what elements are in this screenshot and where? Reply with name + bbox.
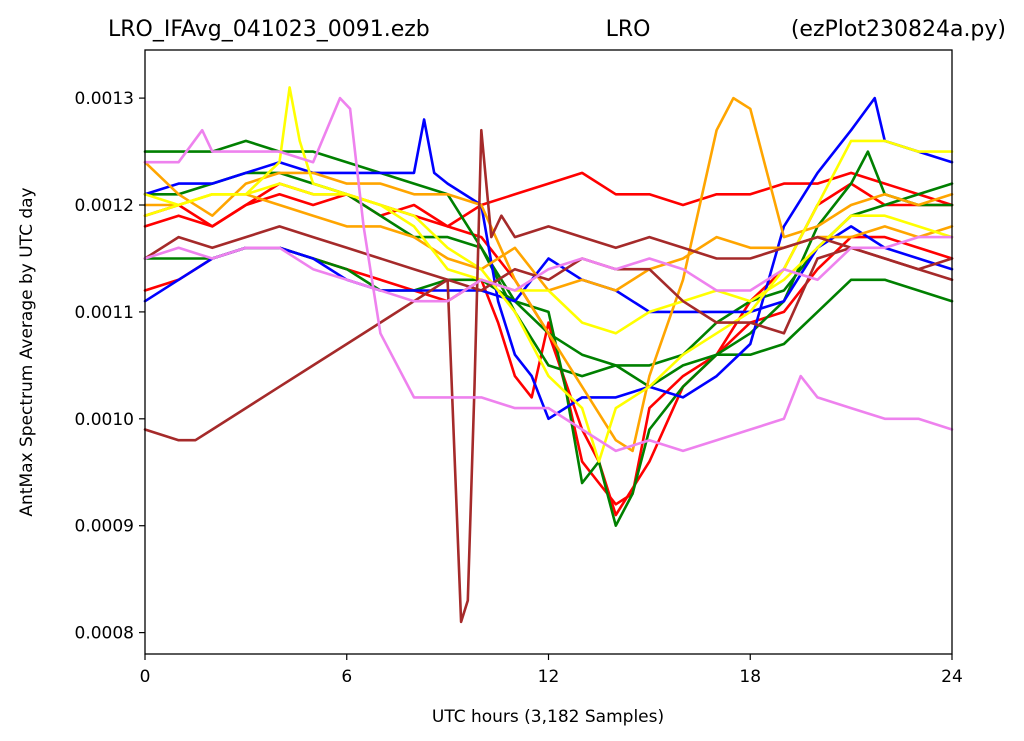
series-layer (143, 86, 954, 624)
x-tick-label: 18 (739, 667, 761, 687)
series-line-14 (143, 225, 954, 335)
series-line-15 (143, 96, 954, 453)
x-tick-label: 0 (140, 667, 151, 687)
y-tick-label: 0.0012 (75, 196, 134, 216)
series-line-12 (143, 182, 954, 335)
x-tick-label: 6 (341, 667, 352, 687)
series-line-1 (143, 235, 954, 506)
x-tick-label: 12 (538, 667, 560, 687)
y-tick-label: 0.0009 (75, 517, 134, 537)
y-tick-label: 0.0008 (75, 624, 134, 644)
title-right: (ezPlot230824a.py) (791, 17, 1006, 42)
x-axis-label: UTC hours (3,182 Samples) (432, 707, 664, 727)
series-line-13 (143, 128, 954, 624)
y-tick-label: 0.0013 (75, 89, 134, 109)
x-tick-label: 24 (941, 667, 963, 687)
y-tick-label: 0.0010 (75, 410, 134, 430)
y-tick-label: 0.0011 (75, 303, 134, 323)
x-axis: 0 6 12 18 24 (140, 654, 963, 687)
series-line-6 (143, 150, 954, 528)
y-axis-label: AntMax Spectrum Average by UTC day (17, 187, 37, 516)
series-line-2 (143, 171, 954, 228)
series-line-11 (143, 86, 954, 463)
y-axis: 0.0008 0.0009 0.0010 0.0011 0.0012 0.0013 (75, 89, 145, 644)
title-center: LRO (606, 17, 651, 42)
plot-frame (144, 49, 953, 655)
series-line-9 (143, 96, 954, 453)
series-line-16 (143, 235, 954, 303)
chart-title: LRO_IFAvg_041023_0091.ezb LRO (ezPlot230… (108, 17, 1006, 42)
title-left: LRO_IFAvg_041023_0091.ezb (108, 17, 430, 42)
